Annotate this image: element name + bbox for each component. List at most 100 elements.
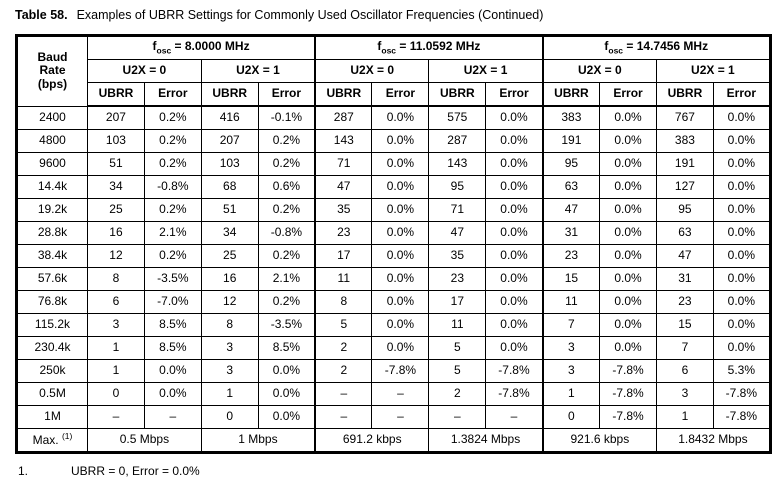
ubrr-value-cell: 95: [655, 198, 714, 222]
ubrr-value-cell: 47: [428, 221, 487, 245]
ubrr-value-cell: 63: [541, 175, 601, 199]
ubrr-value-cell: 8: [314, 290, 373, 314]
error-value-cell: 0.0%: [371, 267, 430, 291]
error-value-cell: 2.1%: [257, 267, 316, 291]
ubrr-value-cell: 127: [655, 175, 714, 199]
error-value-cell: 0.0%: [485, 129, 544, 153]
u2x0-header: U2X = 0: [314, 59, 430, 83]
error-value-cell: -7.8%: [485, 359, 544, 383]
fosc-header-row: Baud Rate (bps) fosc = 8.0000 MHz fosc =…: [16, 35, 771, 107]
ubrr-value-cell: 1: [541, 382, 601, 406]
ubrr-value-cell: 23: [541, 244, 601, 268]
error-value-cell: 0.0%: [712, 313, 771, 337]
ubrr-value-cell: 143: [314, 129, 373, 153]
ubrr-value-cell: 103: [87, 129, 145, 153]
baud-rate-cell: 250k: [16, 359, 88, 383]
error-value-cell: 0.0%: [712, 152, 771, 176]
ubrr-value-cell: 71: [314, 152, 373, 176]
ubrr-value-cell: 3: [87, 313, 145, 337]
ubrr-value-cell: 35: [428, 244, 487, 268]
ubrr-value-cell: 63: [655, 221, 714, 245]
max-label-cell: Max. (1): [16, 428, 88, 453]
error-value-cell: 0.2%: [143, 105, 202, 130]
error-value-cell: 0.0%: [712, 267, 771, 291]
error-value-cell: 0.0%: [599, 152, 657, 176]
ubrr-value-cell: 68: [200, 175, 259, 199]
ubrr-value-cell: 0: [200, 405, 259, 429]
ubrr-value-cell: 3: [200, 336, 259, 360]
error-value-cell: -7.8%: [599, 382, 657, 406]
ubrr-value-cell: 47: [541, 198, 601, 222]
error-value-cell: -0.8%: [143, 175, 202, 199]
u2x0-header: U2X = 0: [541, 59, 657, 83]
ubrr-value-cell: 5: [428, 359, 487, 383]
ubrr-value-cell: 143: [428, 152, 487, 176]
error-value-cell: 0.0%: [371, 290, 430, 314]
error-value-cell: 0.0%: [712, 198, 771, 222]
error-value-cell: 0.2%: [143, 244, 202, 268]
error-value-cell: 0.0%: [371, 313, 430, 337]
error-value-cell: -3.5%: [257, 313, 316, 337]
error-value-cell: 0.0%: [257, 382, 316, 406]
ubrr-value-cell: 95: [428, 175, 487, 199]
u2x-header-row: U2X = 0 U2X = 1 U2X = 0 U2X = 1 U2X = 0 …: [17, 59, 771, 83]
error-value-cell: -0.1%: [257, 105, 316, 130]
fosc-8mhz-header: fosc = 8.0000 MHz: [87, 35, 316, 60]
ubrr-value-cell: 5: [314, 313, 373, 337]
ubrr-value-cell: 2: [314, 359, 373, 383]
error-value-cell: 0.0%: [143, 359, 202, 383]
ubrr-value-cell: 11: [314, 267, 373, 291]
ubrr-value-cell: 34: [200, 221, 259, 245]
table-row: 0.5M 0 0.0% 1 0.0% – –2 -7.8% 1 -7.8% 3 -7.8%: [16, 382, 771, 406]
error-value-cell: 0.0%: [599, 198, 657, 222]
baud-rate-cell: 115.2k: [16, 313, 88, 337]
error-value-cell: –: [485, 405, 544, 429]
u2x0-header: U2X = 0: [87, 59, 202, 83]
error-value-cell: 0.0%: [712, 129, 771, 153]
fosc-subscript: osc: [381, 45, 397, 56]
ubrr-value-cell: 34: [87, 175, 145, 199]
ubrr-value-cell: –: [428, 405, 487, 429]
error-value-cell: -7.0%: [143, 290, 202, 314]
ubrr-value-cell: –: [314, 405, 373, 429]
ubrr-value-cell: 8: [87, 267, 145, 291]
error-value-cell: 0.0%: [371, 336, 430, 360]
baud-rate-cell: 9600: [16, 152, 88, 176]
footnote-ref: (1): [61, 431, 73, 442]
error-value-cell: 0.2%: [257, 198, 316, 222]
ubrr-value-cell: 23: [314, 221, 373, 245]
error-value-cell: -3.5%: [143, 267, 202, 291]
error-value-cell: 0.0%: [712, 244, 771, 268]
ubrr-value-cell: 1: [200, 382, 259, 406]
fosc-11mhz-header: fosc = 11.0592 MHz: [314, 35, 544, 60]
ubrr-value-cell: 207: [87, 105, 145, 130]
ubrr-value-cell: 31: [655, 267, 714, 291]
fosc-symbol: f: [604, 38, 609, 53]
baud-rate-header: Baud Rate (bps): [16, 35, 88, 107]
error-value-cell: 0.2%: [143, 198, 202, 222]
ubrr-value-cell: 7: [541, 313, 601, 337]
ubrr-value-cell: 15: [541, 267, 601, 291]
ubrr-value-cell: 25: [87, 198, 145, 222]
error-col-header: Error: [371, 82, 430, 107]
baud-rate-cell: 14.4k: [16, 175, 88, 199]
ubrr-col-header: UBRR: [314, 82, 373, 107]
table-row: 250k 1 0.0% 3 0.0% 2 -7.8% 5 -7.8% 3 -7.8% 6 5.3%: [16, 359, 771, 383]
u2x1-header: U2X = 1: [200, 59, 316, 83]
error-value-cell: 0.0%: [143, 382, 202, 406]
table-row: 1M – –0 0.0% – – – –0 -7.8% 1 -7.8%: [16, 405, 771, 429]
error-value-cell: 0.0%: [599, 129, 657, 153]
error-value-cell: 0.0%: [485, 221, 544, 245]
error-value-cell: 0.0%: [371, 244, 430, 268]
error-value-cell: 0.0%: [485, 336, 544, 360]
error-value-cell: –: [371, 382, 430, 406]
baud-rate-cell: 57.6k: [16, 267, 88, 291]
error-value-cell: 0.0%: [599, 175, 657, 199]
max-value-cell: 1 Mbps: [200, 428, 316, 453]
table-row: 2400 207 0.2% 416 -0.1% 287 0.0% 575 0.0% 383 0.0%…: [16, 105, 771, 130]
table-caption: Examples of UBRR Settings for Commonly U…: [76, 8, 544, 22]
error-value-cell: 0.0%: [371, 152, 430, 176]
ubrr-value-cell: 575: [428, 105, 487, 130]
ubrr-value-cell: 51: [87, 152, 145, 176]
error-value-cell: 0.0%: [371, 129, 430, 153]
